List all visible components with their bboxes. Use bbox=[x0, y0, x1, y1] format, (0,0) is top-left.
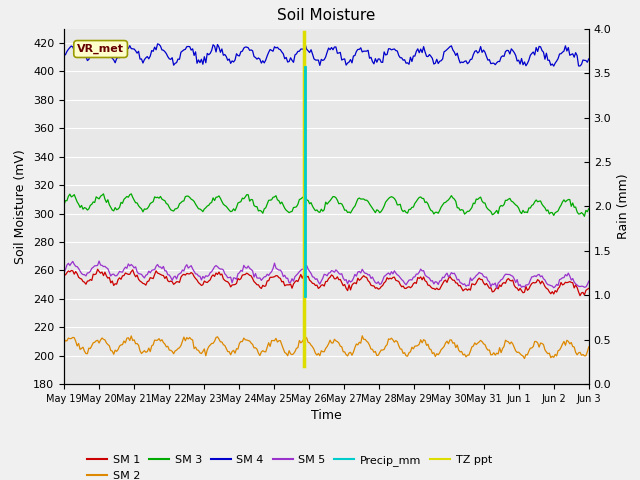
Y-axis label: Soil Moisture (mV): Soil Moisture (mV) bbox=[15, 149, 28, 264]
Title: Soil Moisture: Soil Moisture bbox=[277, 9, 376, 24]
Legend: SM 1, SM 2, SM 3, SM 4, SM 5, Precip_mm, TZ ppt: SM 1, SM 2, SM 3, SM 4, SM 5, Precip_mm,… bbox=[83, 451, 497, 480]
Text: VR_met: VR_met bbox=[77, 44, 124, 54]
X-axis label: Time: Time bbox=[311, 409, 342, 422]
Y-axis label: Rain (mm): Rain (mm) bbox=[617, 174, 630, 239]
